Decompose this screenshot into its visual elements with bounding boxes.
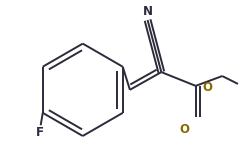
Text: F: F: [36, 126, 44, 138]
Text: N: N: [143, 5, 153, 18]
Text: O: O: [202, 81, 212, 94]
Text: O: O: [179, 123, 189, 136]
